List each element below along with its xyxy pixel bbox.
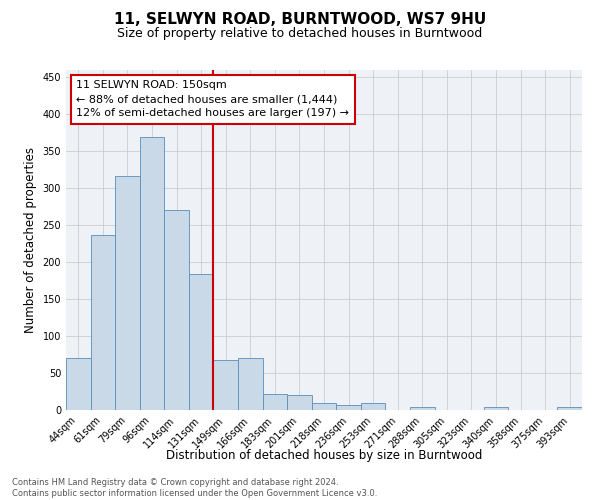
Bar [361, 402, 385, 410]
Bar [410, 407, 434, 410]
Bar [312, 402, 336, 410]
Bar [238, 358, 263, 410]
Bar [115, 176, 140, 410]
Bar [263, 394, 287, 410]
Text: 11, SELWYN ROAD, BURNTWOOD, WS7 9HU: 11, SELWYN ROAD, BURNTWOOD, WS7 9HU [114, 12, 486, 28]
Bar [287, 395, 312, 410]
Bar [189, 274, 214, 410]
Bar [91, 235, 115, 410]
Bar [336, 405, 361, 410]
Text: 11 SELWYN ROAD: 150sqm
← 88% of detached houses are smaller (1,444)
12% of semi-: 11 SELWYN ROAD: 150sqm ← 88% of detached… [76, 80, 349, 118]
Bar [557, 407, 582, 410]
Bar [484, 407, 508, 410]
Text: Distribution of detached houses by size in Burntwood: Distribution of detached houses by size … [166, 448, 482, 462]
Bar [214, 360, 238, 410]
Bar [66, 358, 91, 410]
Y-axis label: Number of detached properties: Number of detached properties [24, 147, 37, 333]
Bar [140, 136, 164, 410]
Bar [164, 210, 189, 410]
Text: Size of property relative to detached houses in Burntwood: Size of property relative to detached ho… [118, 28, 482, 40]
Text: Contains HM Land Registry data © Crown copyright and database right 2024.
Contai: Contains HM Land Registry data © Crown c… [12, 478, 377, 498]
